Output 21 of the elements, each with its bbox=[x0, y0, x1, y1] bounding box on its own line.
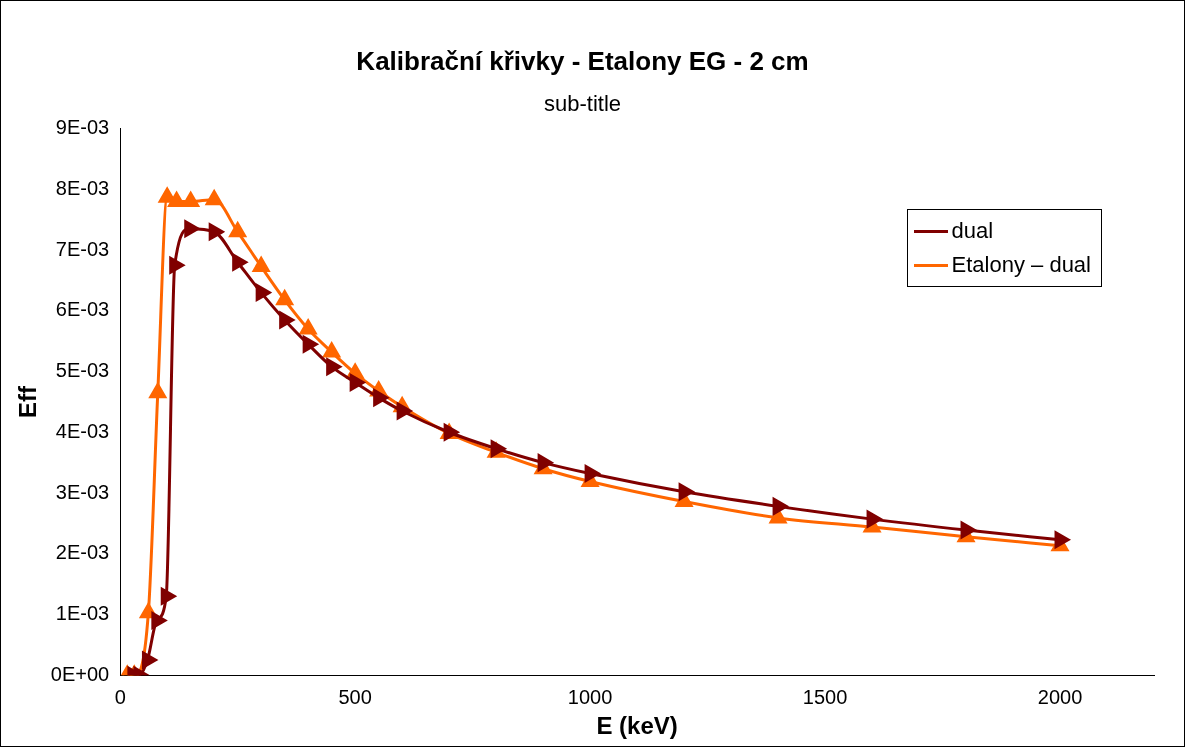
legend-label: dual bbox=[951, 218, 994, 244]
x-tick-label: 500 bbox=[338, 685, 372, 708]
legend-label: Etalony – dual bbox=[951, 252, 1091, 278]
x-tick-label: 1000 bbox=[567, 685, 613, 708]
x-tick-label: 0 bbox=[114, 685, 126, 708]
y-tick-label: 9E-03 bbox=[55, 116, 110, 139]
y-tick-label: 8E-03 bbox=[55, 176, 110, 199]
x-tick-label: 2000 bbox=[1037, 685, 1083, 708]
y-tick-label: 1E-03 bbox=[55, 601, 110, 624]
y-axis-title: Eff bbox=[14, 384, 42, 418]
x-axis-title: E (keV) bbox=[596, 712, 678, 740]
chart-title: Kalibrační křivky - Etalony EG - 2 cm bbox=[356, 45, 809, 76]
y-tick-label: 5E-03 bbox=[55, 359, 110, 382]
chart-subtitle: sub-title bbox=[543, 91, 622, 117]
x-tick-label: 1500 bbox=[802, 685, 848, 708]
y-tick-label: 2E-03 bbox=[55, 541, 110, 564]
y-tick-label: 4E-03 bbox=[55, 419, 110, 442]
y-tick-label: 7E-03 bbox=[55, 237, 110, 260]
y-tick-label: 0E+00 bbox=[50, 662, 110, 685]
y-tick-label: 6E-03 bbox=[55, 298, 110, 321]
y-tick-label: 3E-03 bbox=[55, 480, 110, 503]
